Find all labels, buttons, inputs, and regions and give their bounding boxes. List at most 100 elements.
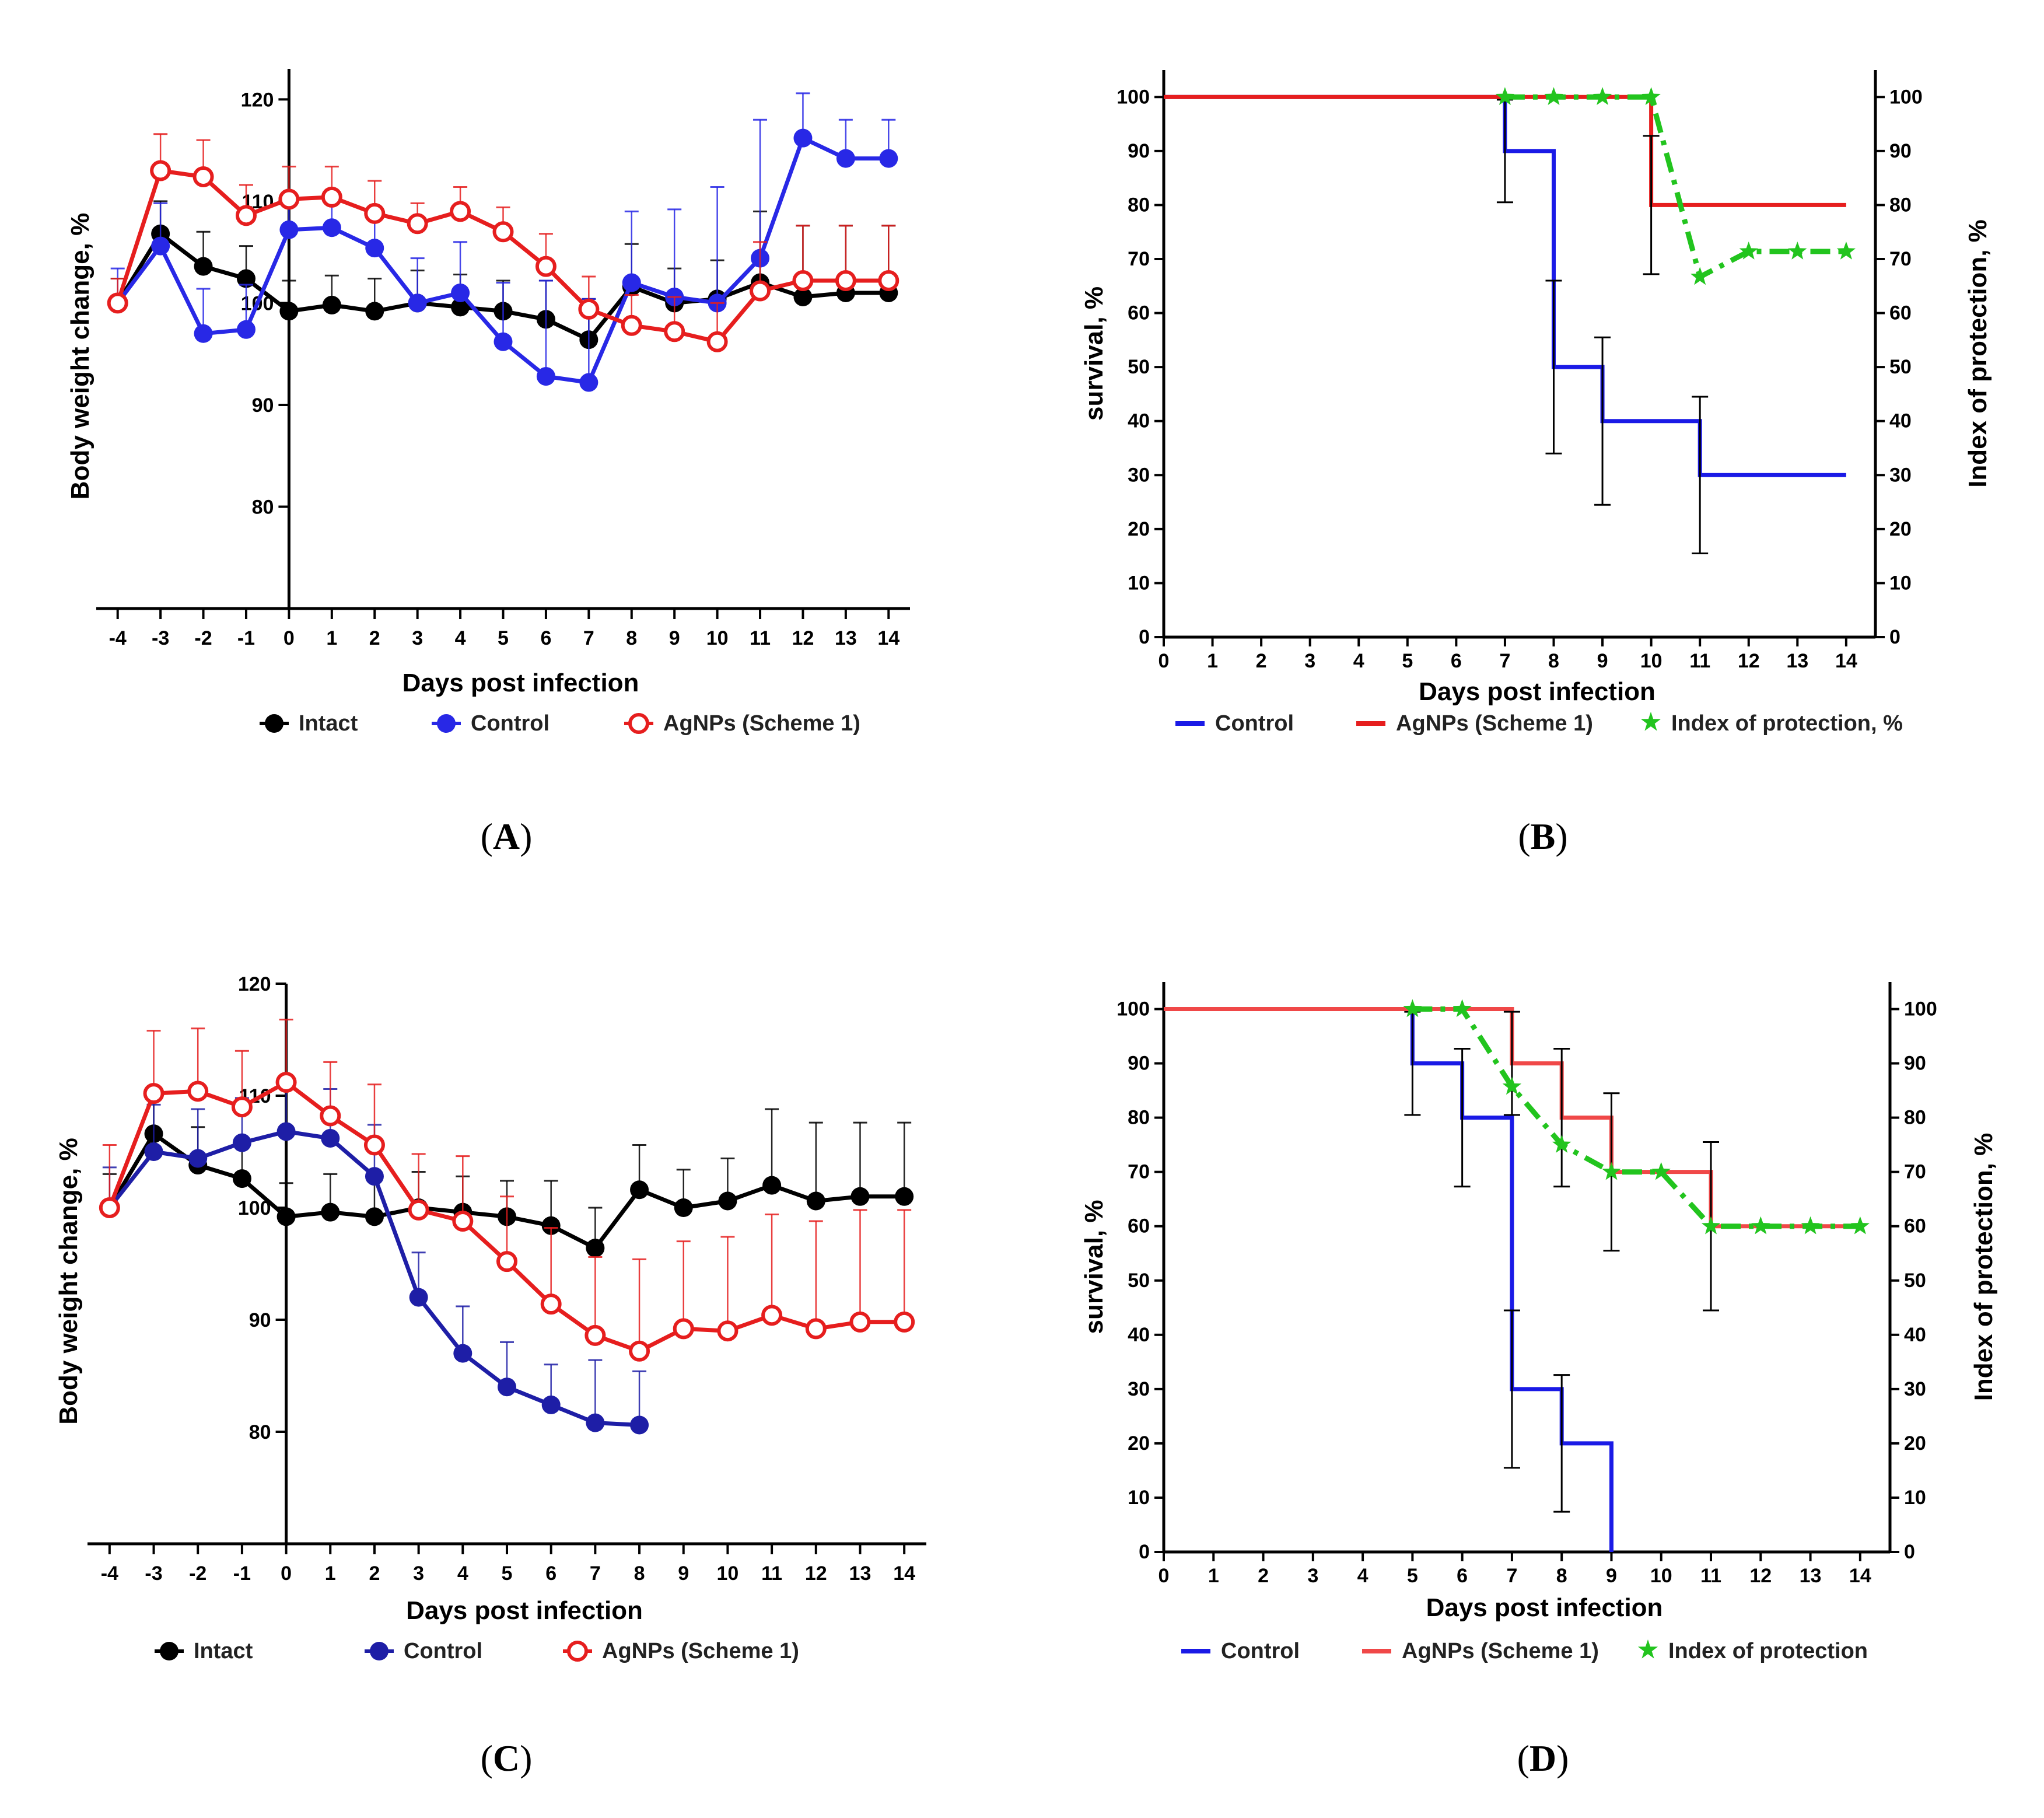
x-tick-label: -1 xyxy=(237,627,255,649)
data-point xyxy=(321,1128,340,1148)
x-tick-label: 11 xyxy=(1689,650,1710,672)
data-point xyxy=(673,1318,694,1340)
data-point xyxy=(453,1344,473,1363)
data-point xyxy=(498,1378,516,1397)
series-agnps-scheme-1 xyxy=(1164,1007,1860,1312)
y2-tick-label: 60 xyxy=(1889,302,1912,324)
data-point xyxy=(322,295,341,314)
x-tick-label: 7 xyxy=(1506,1565,1517,1587)
y-tick-label: 90 xyxy=(1128,140,1150,162)
y2-tick-label: 20 xyxy=(1904,1432,1926,1455)
data-point xyxy=(151,236,170,256)
x-tick-label: 5 xyxy=(1407,1565,1418,1587)
x-tick-label: 11 xyxy=(1700,1565,1721,1587)
data-point xyxy=(365,239,384,258)
legend-marker xyxy=(160,1642,178,1660)
y2-tick-label: 0 xyxy=(1904,1541,1915,1563)
y-tick-label: 100 xyxy=(1116,86,1150,108)
data-point xyxy=(232,1133,251,1152)
data-point xyxy=(320,1105,341,1127)
legend-item: AgNPs (Scheme 1) xyxy=(1356,711,1593,736)
y-axis-title: survival, % xyxy=(1080,1200,1108,1334)
legend-marker xyxy=(1637,1639,1658,1659)
x-tick-label: 13 xyxy=(1786,650,1808,672)
legend-label: Intact xyxy=(194,1639,253,1663)
x-tick-label: 2 xyxy=(369,1562,380,1585)
y-tick-label: 80 xyxy=(252,496,274,518)
data-point xyxy=(629,1340,650,1362)
legend-marker xyxy=(370,1642,388,1660)
x-axis-title: Days post infection xyxy=(406,1596,643,1625)
data-point xyxy=(1642,87,1661,105)
data-point xyxy=(718,1191,737,1211)
legend-marker xyxy=(437,714,456,733)
data-point xyxy=(621,314,642,336)
x-tick-label: 9 xyxy=(669,627,680,649)
data-point xyxy=(1602,1162,1621,1180)
data-point xyxy=(850,1187,870,1206)
x-tick-label: 8 xyxy=(1556,1565,1567,1587)
data-point xyxy=(194,324,213,343)
y-tick-label: 50 xyxy=(1128,1270,1150,1292)
x-tick-label: -3 xyxy=(145,1562,162,1585)
legend-label: AgNPs (Scheme 1) xyxy=(602,1639,799,1663)
x-tick-label: 4 xyxy=(1353,650,1364,672)
y2-tick-label: 50 xyxy=(1889,356,1912,378)
panel-label: (A) xyxy=(481,816,533,857)
legend-item: Index of protection, % xyxy=(1640,711,1903,736)
y-tick-label: 40 xyxy=(1128,410,1150,432)
x-tick-label: 3 xyxy=(1304,650,1315,672)
data-point xyxy=(407,213,428,235)
x-tick-label: 7 xyxy=(590,1562,601,1585)
data-point xyxy=(492,221,514,243)
data-point xyxy=(1403,999,1422,1018)
data-point xyxy=(586,1413,605,1432)
data-point xyxy=(278,188,300,210)
x-tick-label: 5 xyxy=(498,627,509,649)
data-point xyxy=(706,331,728,352)
y-tick-label: 10 xyxy=(1128,1487,1150,1509)
data-point xyxy=(622,273,641,292)
data-point xyxy=(541,1216,561,1235)
data-point xyxy=(835,270,856,292)
panel-label: (B) xyxy=(1518,816,1567,857)
x-tick-label: -1 xyxy=(233,1562,251,1585)
x-tick-label: -2 xyxy=(194,627,212,649)
data-point xyxy=(279,220,299,239)
x-tick-label: -3 xyxy=(152,627,169,649)
x-tick-label: 10 xyxy=(706,627,729,649)
data-point xyxy=(276,1122,296,1141)
y-tick-label: 30 xyxy=(1128,1378,1150,1400)
x-tick-label: 14 xyxy=(893,1562,915,1585)
legend-item: Control xyxy=(365,1639,482,1663)
data-point xyxy=(895,1187,914,1206)
y2-tick-label: 20 xyxy=(1889,518,1912,540)
y-tick-label: 80 xyxy=(1128,1107,1150,1129)
y-tick-label: 90 xyxy=(249,1309,271,1331)
y2-tick-label: 90 xyxy=(1889,140,1912,162)
y-tick-label: 70 xyxy=(1128,1161,1150,1183)
data-point xyxy=(674,1198,693,1217)
data-point xyxy=(496,1251,517,1272)
data-point xyxy=(535,256,556,277)
series-agnps-scheme-1 xyxy=(107,133,900,352)
x-tick-label: 4 xyxy=(457,1562,468,1585)
x-tick-label: 10 xyxy=(717,1562,739,1585)
legend-label: Intact xyxy=(299,711,358,736)
data-point xyxy=(1739,242,1758,260)
series-agnps-scheme-1 xyxy=(1164,95,1846,275)
panel-label: (C) xyxy=(481,1737,533,1779)
x-tick-label: 5 xyxy=(502,1562,513,1585)
legend-label: AgNPs (Scheme 1) xyxy=(663,711,860,736)
y-tick-label: 20 xyxy=(1128,1432,1150,1455)
data-point xyxy=(364,202,386,224)
data-point xyxy=(1850,1216,1870,1235)
y2-tick-label: 10 xyxy=(1904,1487,1926,1509)
y2-tick-label: 30 xyxy=(1904,1378,1926,1400)
legend-label: Index of protection, % xyxy=(1671,711,1903,736)
data-point xyxy=(793,128,813,148)
data-point xyxy=(750,280,771,302)
